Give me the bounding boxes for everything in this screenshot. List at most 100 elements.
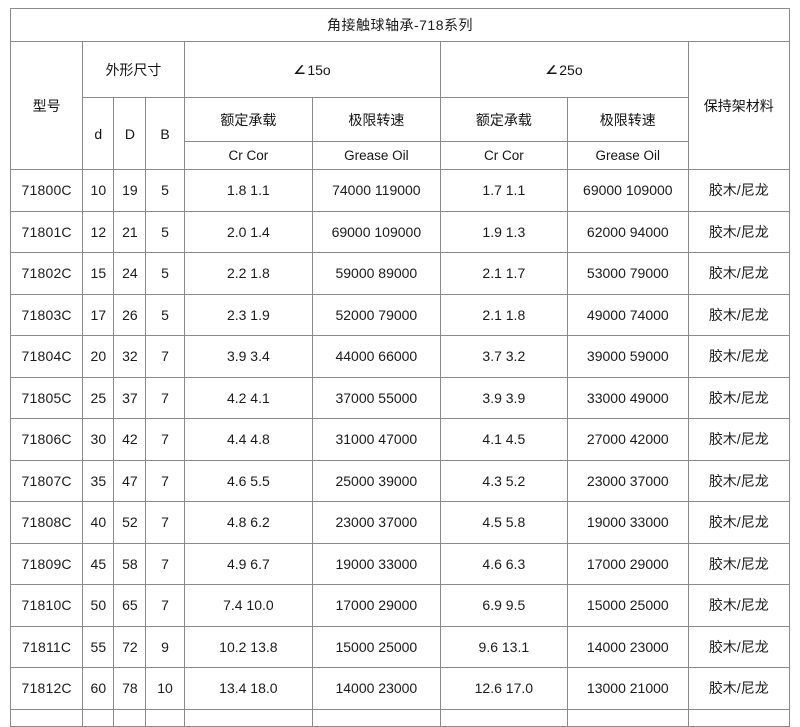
header-row-units: Cr Cor Grease Oil Cr Cor Grease Oil <box>11 141 790 170</box>
cell-cage: 胶木/尼龙 <box>687 418 791 461</box>
cell-speed25: 62000 94000 <box>567 210 689 253</box>
cell-d: 15 <box>82 252 115 295</box>
header-contact-angle-15: ∠ 15o <box>183 41 441 98</box>
header-load-units-15: Cr Cor <box>183 141 314 170</box>
cell-load25: 2.1 1.7 <box>439 252 569 295</box>
table-row: 71811C 55 72 9 10.2 13.8 15000 25000 9.6 13.1 1… <box>9 625 791 668</box>
header-cage-material: 保持架材料 <box>687 41 791 170</box>
table-row: 71802C 15 24 5 2.2 1.8 59000 89000 2.1 1.7 5300… <box>9 252 791 295</box>
cell-model: 71809C <box>9 542 84 585</box>
cell-empty <box>145 708 185 727</box>
cell-speed25: 14000 23000 <box>567 625 689 668</box>
cell-load25: 6.9 9.5 <box>439 584 569 627</box>
cell-speed15: 74000 119000 <box>312 169 441 212</box>
cell-d: 45 <box>82 542 115 585</box>
header-dim-B: B <box>145 97 185 170</box>
cell-speed15: 15000 25000 <box>312 625 441 668</box>
cell-speed25: 27000 42000 <box>567 418 689 461</box>
header-rated-load-15: 额定承载 <box>183 97 314 142</box>
cell-load15: 2.2 1.8 <box>183 252 314 295</box>
cell-B: 7 <box>145 501 185 544</box>
cell-speed15: 44000 66000 <box>312 335 441 378</box>
header-load-units-25: Cr Cor <box>439 141 569 170</box>
header-angle-15-label: 15o <box>307 61 331 78</box>
cell-load25: 4.5 5.8 <box>439 501 569 544</box>
table-row: 71800C 10 19 5 1.8 1.1 74000 119000 1.7 1.1 690… <box>9 169 791 212</box>
cell-D: 32 <box>113 335 147 378</box>
cell-load25: 1.9 1.3 <box>439 210 569 253</box>
cell-load25: 4.6 6.3 <box>439 542 569 585</box>
table-header-group: 角接触球轴承-718系列 型号 外形尺寸 ∠ 15o ∠ 25o 保持架材料 d D… <box>9 8 791 170</box>
cell-B: 7 <box>145 542 185 585</box>
cell-speed15: 37000 55000 <box>312 376 441 419</box>
header-speed-units-25: Grease Oil <box>567 141 689 170</box>
cell-load15: 10.2 13.8 <box>183 625 314 668</box>
cell-B: 5 <box>145 169 185 212</box>
cell-speed25: 39000 59000 <box>567 335 689 378</box>
cell-empty <box>687 708 791 727</box>
cell-B: 7 <box>145 459 185 502</box>
cell-empty <box>82 708 115 727</box>
cell-B: 9 <box>145 625 185 668</box>
cell-empty <box>567 708 689 727</box>
bearing-spec-table: 角接触球轴承-718系列 型号 外形尺寸 ∠ 15o ∠ 25o 保持架材料 d D… <box>9 8 791 727</box>
cell-cage: 胶木/尼龙 <box>687 335 791 378</box>
cell-empty <box>183 708 314 727</box>
cell-model: 71800C <box>9 169 84 212</box>
cell-model: 71806C <box>9 418 84 461</box>
cell-speed25: 33000 49000 <box>567 376 689 419</box>
cell-cage: 胶木/尼龙 <box>687 625 791 668</box>
table-row: 71805C 25 37 7 4.2 4.1 37000 55000 3.9 3.9 3300… <box>9 376 791 419</box>
cell-speed15: 52000 79000 <box>312 293 441 336</box>
cell-D: 19 <box>113 169 147 212</box>
cell-B: 7 <box>145 418 185 461</box>
cell-empty <box>9 708 84 727</box>
cell-load15: 4.9 6.7 <box>183 542 314 585</box>
cell-d: 40 <box>82 501 115 544</box>
cell-d: 20 <box>82 335 115 378</box>
cell-empty <box>439 708 569 727</box>
cell-load15: 13.4 18.0 <box>183 667 314 710</box>
cell-speed25: 13000 21000 <box>567 667 689 710</box>
cell-D: 52 <box>113 501 147 544</box>
cell-speed25: 23000 37000 <box>567 459 689 502</box>
cell-D: 78 <box>113 667 147 710</box>
cell-cage: 胶木/尼龙 <box>687 293 791 336</box>
angle-icon-15: ∠ <box>292 62 306 77</box>
cell-load25: 3.9 3.9 <box>439 376 569 419</box>
cell-cage: 胶木/尼龙 <box>687 376 791 419</box>
cell-d: 50 <box>82 584 115 627</box>
cell-D: 42 <box>113 418 147 461</box>
angle-icon-25: ∠ <box>544 62 558 77</box>
cell-load15: 4.2 4.1 <box>183 376 314 419</box>
cell-B: 5 <box>145 252 185 295</box>
cell-D: 26 <box>113 293 147 336</box>
header-model: 型号 <box>9 41 84 170</box>
cell-load15: 2.3 1.9 <box>183 293 314 336</box>
cell-speed15: 14000 23000 <box>312 667 441 710</box>
cell-load15: 3.9 3.4 <box>183 335 314 378</box>
cell-speed25: 19000 33000 <box>567 501 689 544</box>
cell-model: 71812C <box>9 667 84 710</box>
table-row: 71807C 35 47 7 4.6 5.5 25000 39000 4.3 5.2 2300… <box>9 459 791 502</box>
cell-D: 47 <box>113 459 147 502</box>
cell-load25: 1.7 1.1 <box>439 169 569 212</box>
cell-B: 7 <box>145 584 185 627</box>
table-row: 71806C 30 42 7 4.4 4.8 31000 47000 4.1 4.5 2700… <box>9 418 791 461</box>
cell-load25: 9.6 13.1 <box>439 625 569 668</box>
cell-cage: 胶木/尼龙 <box>687 501 791 544</box>
cell-speed15: 59000 89000 <box>312 252 441 295</box>
cell-empty <box>312 708 441 727</box>
cell-load25: 4.3 5.2 <box>439 459 569 502</box>
table-row: 71810C 50 65 7 7.4 10.0 17000 29000 6.9 9.5 150… <box>9 584 791 627</box>
header-row-groups: 型号 外形尺寸 ∠ 15o ∠ 25o 保持架材料 <box>9 41 791 170</box>
cell-load15: 4.8 6.2 <box>183 501 314 544</box>
cell-speed25: 69000 109000 <box>567 169 689 212</box>
cell-load15: 2.0 1.4 <box>183 210 314 253</box>
cell-d: 35 <box>82 459 115 502</box>
table-body: 71800C 10 19 5 1.8 1.1 74000 119000 1.7 1.1 690… <box>9 169 791 727</box>
cell-speed15: 23000 37000 <box>312 501 441 544</box>
cell-speed25: 15000 25000 <box>567 584 689 627</box>
table-row: 71803C 17 26 5 2.3 1.9 52000 79000 2.1 1.8 4900… <box>9 293 791 336</box>
header-dim-d: d <box>82 97 115 170</box>
